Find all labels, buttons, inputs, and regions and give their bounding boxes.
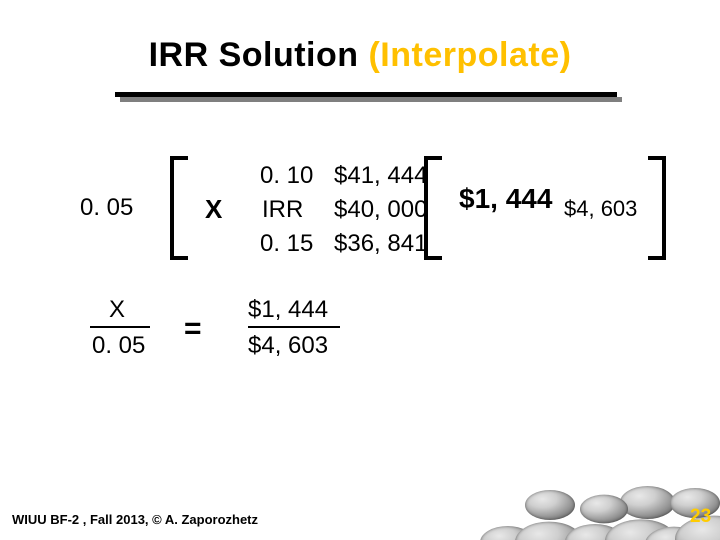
label-005: 0. 05: [80, 194, 133, 222]
rate-010: 0. 10: [260, 162, 313, 190]
slide-title: IRR Solution (Interpolate): [0, 36, 720, 75]
label-x: X: [205, 194, 222, 225]
eq-denom2: $4, 603: [248, 332, 328, 360]
eq-num2: $1, 444: [248, 296, 328, 324]
bracket-left-1: [170, 156, 188, 260]
eq-denom1: 0. 05: [92, 332, 145, 360]
title-rule-shadow: [120, 97, 622, 102]
page-number: 23: [690, 506, 711, 528]
title-rule: [115, 92, 617, 97]
val-41444: $41, 444: [334, 162, 427, 190]
eq-equals: =: [184, 312, 202, 346]
frac-bar-2: [248, 326, 340, 328]
rate-irr: IRR: [262, 196, 303, 224]
rate-015: 0. 15: [260, 230, 313, 258]
frac-bar-1: [90, 326, 150, 328]
eq-x: X: [109, 296, 125, 324]
coins-decoration: [470, 460, 720, 540]
val-36841: $36, 841: [334, 230, 427, 258]
val-40000: $40, 000: [334, 196, 427, 224]
title-black: IRR Solution: [149, 36, 369, 74]
footer-text: WIUU BF-2 , Fall 2013, © A. Zaporozhetz: [12, 512, 258, 527]
bracket-right-1: [648, 156, 666, 260]
slide: IRR Solution (Interpolate) 0. 05 X 0. 10…: [0, 0, 720, 540]
val-4603: $4, 603: [564, 196, 637, 222]
title-yellow: (Interpolate): [368, 36, 571, 74]
diff-1444: $1, 444: [459, 183, 552, 215]
